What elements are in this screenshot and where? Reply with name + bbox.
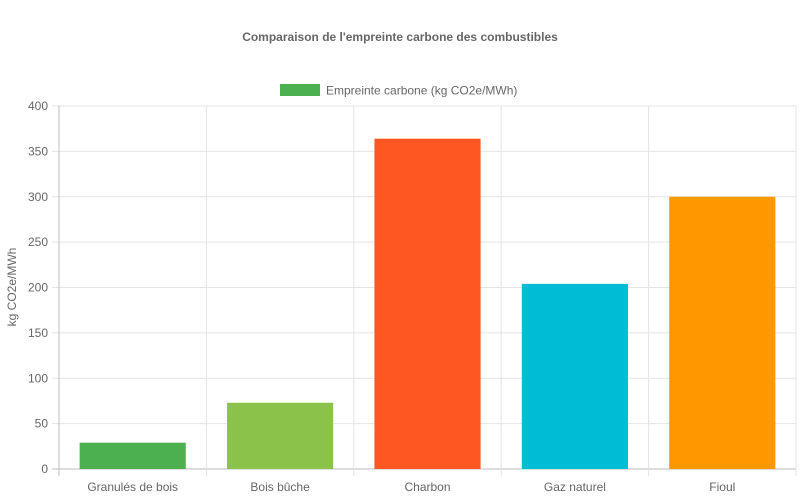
legend-swatch [280, 84, 320, 96]
bar[interactable] [374, 138, 481, 470]
y-tick-label: 350 [28, 144, 48, 158]
bar[interactable] [79, 442, 186, 469]
y-tick-label: 250 [28, 235, 48, 249]
y-tick-label: 0 [41, 462, 48, 476]
bars [79, 138, 776, 470]
x-tick-label: Charbon [404, 480, 450, 494]
legend-label: Empreinte carbone (kg CO2e/MWh) [326, 84, 517, 98]
bar[interactable] [227, 402, 334, 469]
legend[interactable]: Empreinte carbone (kg CO2e/MWh) [280, 84, 517, 98]
x-tick-label: Granulés de bois [87, 480, 178, 494]
y-axis-title: kg CO2e/MWh [5, 248, 19, 327]
y-axis-ticks: 0 50 100 150 200 250 300 350 400 [28, 99, 48, 476]
bar[interactable] [669, 196, 776, 469]
y-tick-label: 200 [28, 281, 48, 295]
y-tick-label: 150 [28, 326, 48, 340]
y-tick-label: 50 [35, 417, 49, 431]
x-tick-label: Bois bûche [250, 480, 310, 494]
bar[interactable] [521, 283, 628, 469]
x-tick-label: Fioul [709, 480, 735, 494]
x-axis-ticks: Granulés de bois Bois bûche Charbon Gaz nat… [87, 480, 735, 494]
chart-title: Comparaison de l'empreinte carbone des c… [242, 30, 558, 44]
y-tick-label: 400 [28, 99, 48, 113]
y-tick-label: 300 [28, 190, 48, 204]
x-tick-label: Gaz naturel [544, 480, 606, 494]
y-tick-label: 100 [28, 371, 48, 385]
